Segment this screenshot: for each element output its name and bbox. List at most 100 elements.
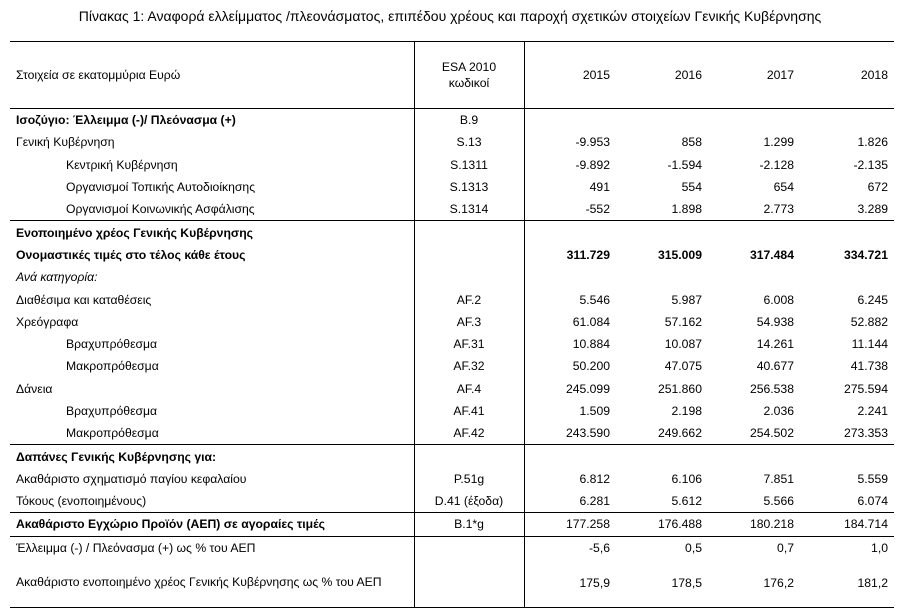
header-row: Στοιχεία σε εκατομμύρια Ευρώ ESA 2010 κωδ… (10, 41, 894, 109)
header-year-2015: 2015 (524, 41, 616, 109)
row-code (413, 535, 525, 559)
row-value: 178,5 (616, 558, 708, 608)
row-value: 654 (773, 180, 794, 195)
row-value: 61.084 (572, 314, 610, 329)
row-label: Ανά κατηγορία: (16, 270, 98, 285)
row-code: AF.4 (413, 377, 525, 400)
row-value: 254.502 (749, 426, 794, 441)
row-code: P.51g (413, 467, 525, 491)
row-label: Ακαθάριστο ενοποιημένο χρέος Γενικής Κυβ… (10, 558, 414, 608)
row-label: Ονομαστικές τιμές στο τέλος κάθε έτους (16, 247, 246, 262)
table-row: Ακαθάριστο ενοποιημένο χρέος Γενικής Κυβ… (10, 558, 894, 608)
row-value: 6.008 (763, 292, 795, 307)
row-value: 0,7 (708, 535, 800, 559)
row-value: 6.281 (579, 494, 611, 509)
table-row: Έλλειμμα (-) / Πλεόνασμα (+) ως % του ΑΕ… (10, 535, 894, 559)
row-value: -1.594 (667, 157, 702, 172)
row-value: 5.612 (671, 494, 703, 509)
row-value: 40.677 (756, 359, 794, 374)
row-value: 175,9 (524, 558, 616, 608)
row-code: B.1*g (413, 512, 525, 537)
row-label: Οργανισμοί Κοινωνικής Ασφάλισης (66, 202, 255, 217)
table-row: Κεντρική Κυβέρνηση S.1311 -9.892 -1.594 … (10, 153, 894, 176)
row-code (413, 243, 525, 267)
row-value: 0,5 (616, 535, 708, 559)
row-value: 47.075 (664, 359, 702, 374)
row-label: Δάνεια (16, 381, 53, 396)
row-value: 245.099 (565, 381, 610, 396)
row-value: 2.773 (763, 202, 795, 217)
row-code: AF.41 (413, 399, 525, 423)
row-value: 6.106 (671, 471, 703, 486)
row-code (413, 266, 525, 289)
row-label: Έλλειμμα (-) / Πλεόνασμα (+) ως % του ΑΕ… (10, 535, 414, 559)
row-label: Οργανισμοί Τοπικής Αυτοδιοίκησης (66, 180, 256, 195)
table-row: Μακροπρόθεσμα AF.32 50.200 47.075 40.677… (10, 355, 894, 378)
row-label: Διαθέσιμα και καταθέσεις (16, 292, 152, 307)
row-value: 317.484 (749, 247, 794, 262)
table-row: Ακαθάριστο σχηματισμό παγίου κεφαλαίου P… (10, 467, 894, 491)
row-value (524, 444, 616, 468)
row-code (413, 220, 525, 244)
row-value: 249.662 (657, 426, 702, 441)
row-value: 14.261 (756, 337, 794, 352)
row-label: Γενική Κυβέρνηση (16, 135, 115, 150)
table-row: Ακαθάριστο Εγχώριο Προϊόν (ΑΕΠ) σε αγορα… (10, 512, 894, 537)
row-value: 672 (867, 180, 888, 195)
row-label: Βραχυπρόθεσμα (66, 404, 158, 418)
row-value: 256.538 (749, 381, 794, 396)
table-row: Ονομαστικές τιμές στο τέλος κάθε έτους 3… (10, 243, 894, 267)
header-code-line2: κωδικοί (448, 76, 490, 90)
row-value: 11.144 (851, 337, 888, 352)
row-value: -2.128 (759, 157, 794, 172)
row-code: S.1314 (413, 198, 525, 221)
row-code: AF.2 (413, 288, 525, 311)
table-row: Διαθέσιμα και καταθέσεις AF.2 5.546 5.98… (10, 288, 894, 311)
table-row: Δαπάνες Γενικής Κυβέρνησης για: (10, 444, 894, 468)
row-value: 243.590 (565, 426, 610, 441)
row-value: 6.245 (857, 292, 889, 307)
table-row: Οργανισμοί Κοινωνικής Ασφάλισης S.1314 -… (10, 198, 894, 221)
row-value: 6.074 (857, 494, 889, 509)
row-value: 50.200 (572, 359, 610, 374)
header-year-2016: 2016 (616, 41, 708, 109)
row-value: 7.851 (763, 471, 795, 486)
row-value: 57.162 (664, 314, 702, 329)
row-value: 2.241 (857, 404, 889, 418)
row-value: 181,2 (800, 558, 894, 608)
row-value: -2.135 (853, 157, 888, 172)
row-value: 334.721 (843, 247, 888, 262)
row-value: 2.036 (763, 404, 795, 418)
row-value: 273.353 (843, 426, 888, 441)
row-label: Δαπάνες Γενικής Κυβέρνησης για: (10, 444, 414, 468)
row-value (524, 266, 616, 288)
row-value: 176,2 (708, 558, 800, 608)
row-value: 315.009 (657, 247, 702, 262)
header-year-2017: 2017 (708, 41, 800, 109)
table-row: Οργανισμοί Τοπικής Αυτοδιοίκησης S.1313 … (10, 175, 894, 199)
row-value: 5.566 (763, 494, 795, 509)
row-code: AF.3 (413, 310, 525, 333)
row-label: Ενοποιημένο χρέος Γενικής Κυβέρνησης (10, 220, 414, 244)
row-value (708, 444, 800, 468)
table-row: Μακροπρόθεσμα AF.42 243.590 249.662 254.… (10, 422, 894, 445)
row-value: -552 (585, 202, 610, 217)
row-label: Ισοζύγιο: Έλλειμμα (-)/ Πλεόνασμα (+) (10, 108, 414, 132)
table-row: Γενική Κυβέρνηση S.13 -9.953 858 1.299 1… (10, 131, 894, 154)
row-value: -5,6 (524, 535, 616, 559)
row-value: 858 (681, 135, 702, 150)
row-value (524, 220, 616, 244)
row-value: 10.884 (572, 337, 610, 352)
row-value (616, 444, 708, 468)
header-code: ESA 2010 κωδικοί (413, 41, 525, 109)
row-value: 275.594 (843, 381, 888, 396)
row-label: Ακαθάριστο Εγχώριο Προϊόν (ΑΕΠ) σε αγορα… (10, 512, 414, 537)
row-code: AF.31 (413, 332, 525, 356)
row-value: 2.198 (671, 404, 703, 418)
row-value (708, 266, 800, 288)
row-value: 5.546 (579, 292, 611, 307)
table-row: Τόκους (ενοποιημένους) D.41 (έξοδα) 6.28… (10, 490, 894, 513)
row-value (800, 266, 894, 288)
row-label: Βραχυπρόθεσμα (66, 337, 158, 352)
row-value (524, 108, 616, 132)
